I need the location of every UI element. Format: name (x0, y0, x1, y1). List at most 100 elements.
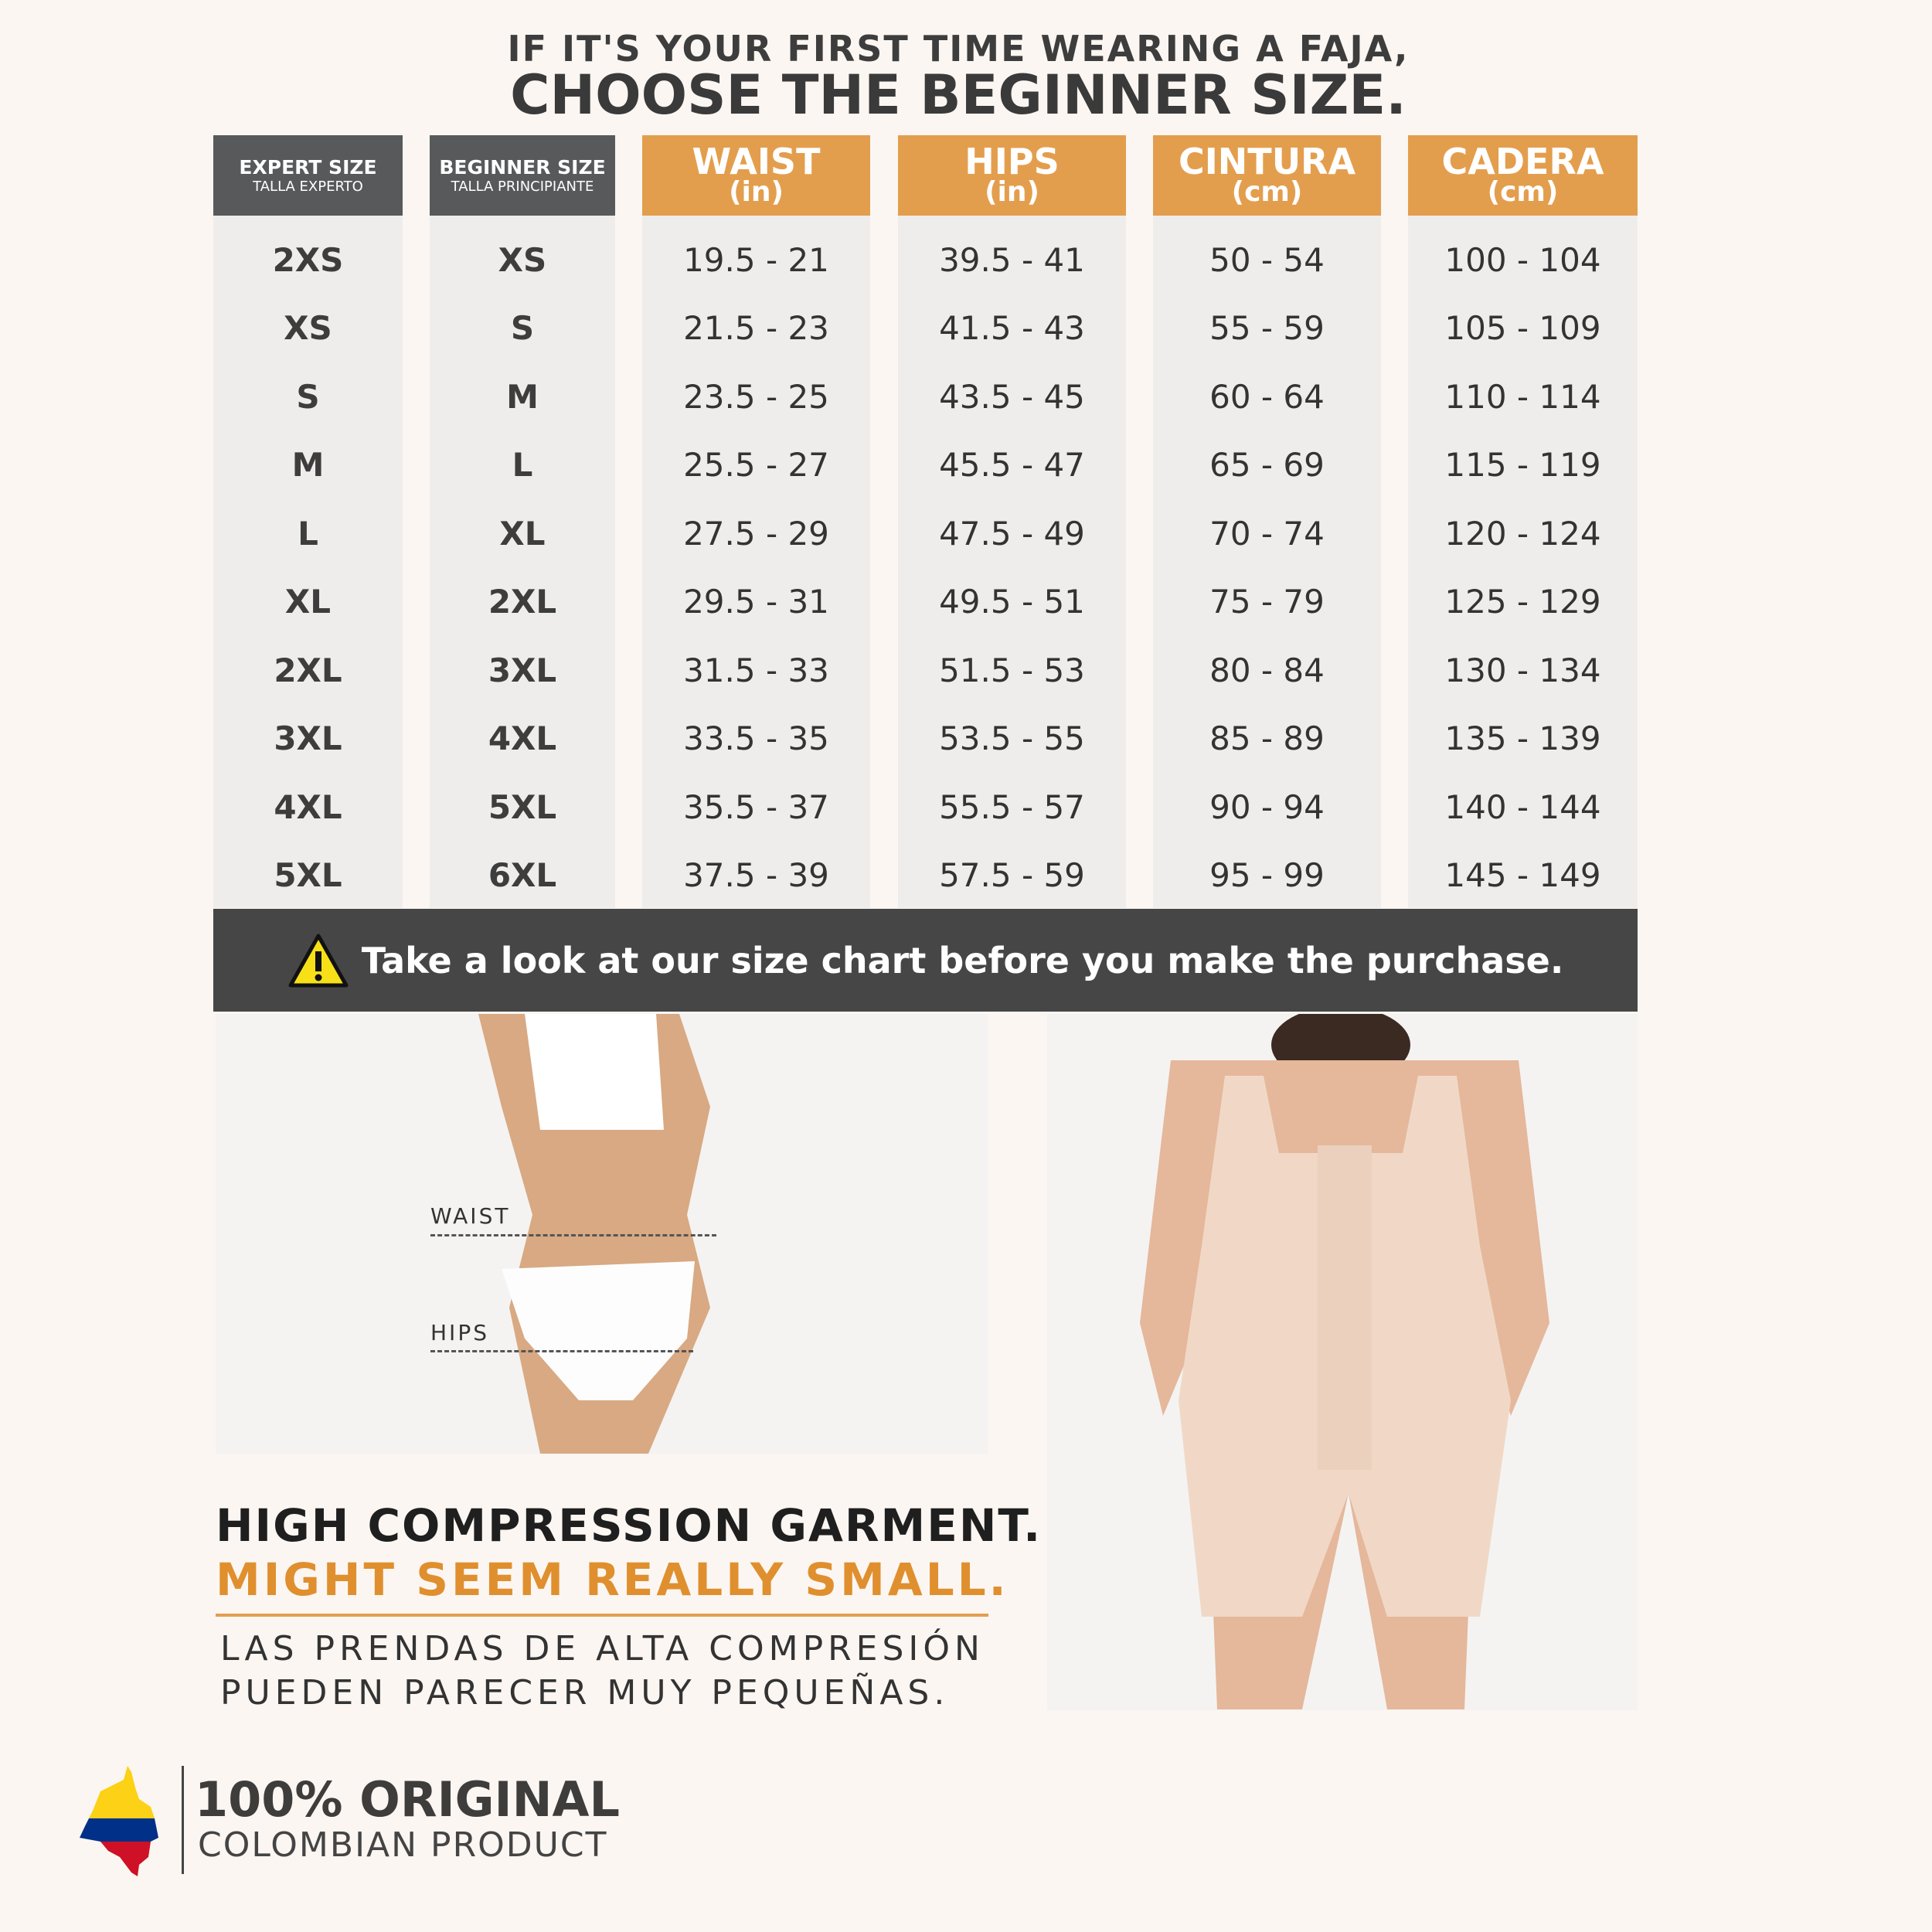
table-cell: 23.5 - 25 (683, 377, 829, 416)
header-title: CADERA (1441, 141, 1604, 182)
table-cell: 55.5 - 57 (939, 787, 1085, 826)
table-cell: 35.5 - 37 (683, 787, 829, 826)
table-cell: 57.5 - 59 (939, 856, 1085, 895)
logo-title: 100% ORIGINAL (195, 1771, 620, 1828)
table-cell: 145 - 149 (1444, 856, 1601, 895)
shapewear-illustration (1140, 1014, 1549, 1709)
table-cell: 29.5 - 31 (683, 583, 829, 621)
table-cell: 2XL (274, 651, 342, 689)
header-title: CINTURA (1178, 141, 1356, 182)
table-cell: S (510, 309, 535, 348)
warning-text: Take a look at our size chart before you… (361, 939, 1564, 981)
table-cell: 25.5 - 27 (683, 446, 829, 485)
spanish-line1: LAS PRENDAS DE ALTA COMPRESIÓN (220, 1629, 985, 1668)
table-cell: 60 - 64 (1209, 377, 1325, 416)
table-cell: 27.5 - 29 (683, 514, 829, 553)
product-photo (1047, 1014, 1638, 1710)
column-header: EXPERT SIZE TALLA EXPERTO (213, 135, 403, 216)
header-subtitle: (cm) (1231, 176, 1303, 208)
header-title: BEGINNER SIZE (439, 156, 606, 179)
header-subtitle: TALLA PRINCIPIANTE (451, 179, 594, 195)
table-cell: 110 - 114 (1444, 377, 1601, 416)
table-cell: 31.5 - 33 (683, 651, 829, 689)
table-cell: 4XL (488, 719, 557, 758)
table-cell: 19.5 - 21 (683, 240, 829, 279)
table-cell: 37.5 - 39 (683, 856, 829, 895)
column-body: 50 - 54 55 - 59 60 - 64 65 - 69 70 - 74 75 - … (1153, 216, 1381, 908)
spanish-line2: PUEDEN PARECER MUY PEQUEÑAS. (220, 1673, 950, 1713)
table-cell: 3XL (488, 651, 557, 689)
table-cell: 41.5 - 43 (939, 309, 1085, 348)
table-cell: 100 - 104 (1444, 240, 1601, 279)
column-header: BEGINNER SIZE TALLA PRINCIPIANTE (430, 135, 615, 216)
table-cell: 4XL (274, 787, 342, 826)
header-title: WAIST (692, 141, 821, 182)
table-cell: 105 - 109 (1444, 309, 1601, 348)
table-cell: M (506, 377, 539, 416)
measurement-photo: WAIST HIPS (216, 1014, 988, 1454)
column-waist: WAIST (in) 19.5 - 21 21.5 - 23 23.5 - 25 25.5… (642, 135, 870, 908)
headline-line2: CHOOSE THE BEGINNER SIZE. (510, 63, 1406, 127)
column-body: 19.5 - 21 21.5 - 23 23.5 - 25 25.5 - 27 27.5… (642, 216, 870, 908)
warning-icon (288, 934, 349, 987)
notice-line2: MIGHT SEEM REALLY SMALL. (216, 1553, 1009, 1606)
table-cell: 75 - 79 (1209, 583, 1325, 621)
table-cell: 49.5 - 51 (939, 583, 1085, 621)
table-cell: 2XL (488, 583, 557, 621)
table-cell: 140 - 144 (1444, 787, 1601, 826)
table-cell: 130 - 134 (1444, 651, 1601, 689)
column-beginner-size: BEGINNER SIZE TALLA PRINCIPIANTE XS S M L XL 2X… (430, 135, 615, 908)
column-header: CADERA (cm) (1408, 135, 1638, 216)
column-hips: HIPS (in) 39.5 - 41 41.5 - 43 43.5 - 45 45.5 … (898, 135, 1126, 908)
table-cell: 85 - 89 (1209, 719, 1325, 758)
table-cell: L (298, 514, 318, 553)
colombia-map-logo (80, 1766, 158, 1876)
table-cell: 55 - 59 (1209, 309, 1325, 348)
divider (216, 1614, 988, 1617)
column-header: CINTURA (cm) (1153, 135, 1381, 216)
logo-divider (182, 1766, 184, 1874)
table-cell: 80 - 84 (1209, 651, 1325, 689)
table-cell: M (291, 446, 325, 485)
hips-label: HIPS (430, 1320, 489, 1345)
model-illustration (478, 1014, 710, 1454)
table-cell: 2XS (272, 240, 344, 279)
header-subtitle: TALLA EXPERTO (253, 179, 363, 195)
table-cell: 53.5 - 55 (939, 719, 1085, 758)
table-cell: S (296, 377, 320, 416)
table-cell: 90 - 94 (1209, 787, 1325, 826)
table-cell: 3XL (274, 719, 342, 758)
headline-line1: IF IT'S YOUR FIRST TIME WEARING A FAJA, (507, 28, 1410, 70)
table-cell: XL (499, 514, 546, 553)
header-subtitle: (in) (729, 176, 784, 208)
table-cell: 45.5 - 47 (939, 446, 1085, 485)
hips-line (430, 1350, 693, 1352)
table-cell: 120 - 124 (1444, 514, 1601, 553)
header-subtitle: (cm) (1487, 176, 1559, 208)
column-cadera: CADERA (cm) 100 - 104 105 - 109 110 - 114 115… (1408, 135, 1638, 908)
table-cell: 135 - 139 (1444, 719, 1601, 758)
table-cell: 65 - 69 (1209, 446, 1325, 485)
warning-banner: Take a look at our size chart before you… (213, 909, 1638, 1012)
column-body: 2XS XS S M L XL 2XL 3XL 4XL 5XL (213, 216, 403, 908)
header-title: HIPS (964, 141, 1060, 182)
table-cell: 5XL (274, 856, 342, 895)
table-cell: 39.5 - 41 (939, 240, 1085, 279)
notice-line1: HIGH COMPRESSION GARMENT. (216, 1499, 1043, 1552)
column-body: 100 - 104 105 - 109 110 - 114 115 - 119 120 … (1408, 216, 1638, 908)
table-cell: 50 - 54 (1209, 240, 1325, 279)
table-cell: L (512, 446, 533, 485)
waist-line (430, 1234, 716, 1236)
table-cell: 51.5 - 53 (939, 651, 1085, 689)
table-cell: XL (284, 583, 332, 621)
table-cell: 33.5 - 35 (683, 719, 829, 758)
table-cell: 70 - 74 (1209, 514, 1325, 553)
table-cell: 125 - 129 (1444, 583, 1601, 621)
waist-label: WAIST (430, 1203, 511, 1229)
table-cell: XS (498, 240, 547, 279)
table-cell: 43.5 - 45 (939, 377, 1085, 416)
table-cell: XS (284, 309, 332, 348)
table-cell: 115 - 119 (1444, 446, 1601, 485)
header-subtitle: (in) (985, 176, 1039, 208)
column-header: HIPS (in) (898, 135, 1126, 216)
